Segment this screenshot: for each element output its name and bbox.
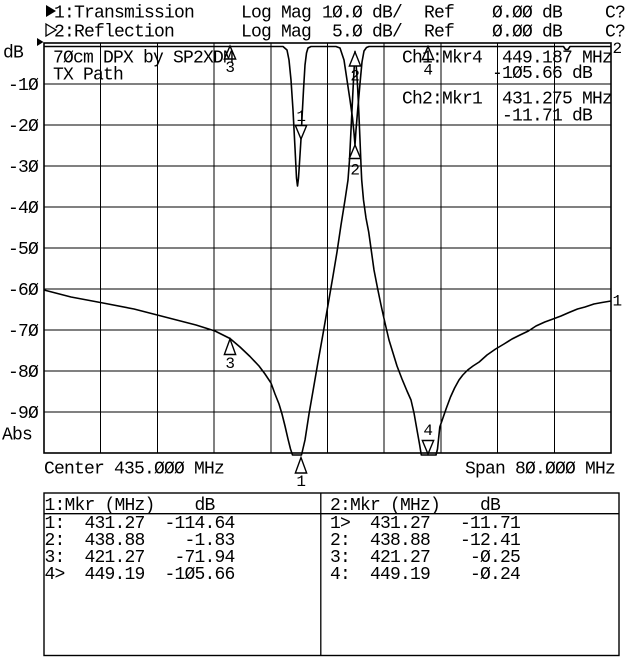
svg-text:Ø.ØØ dB: Ø.ØØ dB [492,22,563,42]
svg-text:-9Ø: -9Ø [8,404,39,424]
svg-text:-2Ø: -2Ø [8,117,39,137]
svg-text:3: 421.27 -Ø.25: 3: 421.27 -Ø.25 [330,548,520,568]
svg-text:5.Ø dB/: 5.Ø dB/ [332,22,402,42]
svg-text:-1Ø: -1Ø [8,76,39,96]
svg-text:2: 438.88 -1.83: 2: 438.88 -1.83 [45,531,235,551]
svg-text:2: 438.88 -12.41: 2: 438.88 -12.41 [330,531,520,551]
svg-text:Ø.ØØ dB: Ø.ØØ dB [492,3,563,23]
svg-text:Ref: Ref [424,3,454,23]
svg-text:3: 3 [225,355,234,373]
svg-text:-1Ø5.66 dB: -1Ø5.66 dB [492,64,593,84]
svg-text:Center 435.ØØØ MHz: Center 435.ØØØ MHz [44,459,224,479]
svg-text:Ch2:Mkr1 431.275 MHz: Ch2:Mkr1 431.275 MHz [402,89,612,109]
svg-text:Log Mag: Log Mag [241,22,311,42]
svg-text:dB: dB [3,43,24,63]
svg-text:Ref: Ref [424,22,454,42]
svg-text:-4Ø: -4Ø [8,199,39,219]
svg-text:1Ø.Ø dB/: 1Ø.Ø dB/ [322,3,402,23]
svg-text:-3Ø: -3Ø [8,158,39,178]
svg-text:1:Transmission: 1:Transmission [54,3,194,23]
svg-text:-8Ø: -8Ø [8,363,39,383]
svg-text:C?: C? [605,22,625,42]
svg-text:7Øcm DPX by SP2XDM: 7Øcm DPX by SP2XDM [53,48,233,68]
svg-text:-11.71 dB: -11.71 dB [502,106,593,126]
svg-text:3: 421.27 -71.94: 3: 421.27 -71.94 [45,548,235,568]
svg-text:-5Ø: -5Ø [8,240,39,260]
svg-text:2:Mkr (MHz) dB: 2:Mkr (MHz) dB [330,496,501,516]
svg-text:1: 431.27 -114.64: 1: 431.27 -114.64 [45,514,235,534]
svg-text:-7Ø: -7Ø [8,322,39,342]
svg-text:2:Reflection: 2:Reflection [54,22,174,42]
svg-text:Log Mag: Log Mag [241,3,311,23]
svg-text:4: 4 [423,62,432,80]
svg-text:1: 1 [296,108,305,126]
svg-text:1:Mkr (MHz) dB: 1:Mkr (MHz) dB [45,496,216,516]
svg-text:1> 431.27 -11.71: 1> 431.27 -11.71 [330,514,520,534]
svg-text:Abs: Abs [2,425,32,445]
svg-text:2: 2 [350,68,359,86]
svg-text:TX Path: TX Path [53,65,123,85]
svg-text:1: 1 [296,473,305,491]
svg-text:2: 2 [350,162,359,180]
svg-text:4: 4 [423,422,432,440]
svg-text:3: 3 [225,59,234,77]
svg-text:C?: C? [605,3,625,23]
svg-text:Ch1:Mkr4 449.187 MHz: Ch1:Mkr4 449.187 MHz [402,48,612,68]
svg-text:Span 8Ø.ØØØ MHz: Span 8Ø.ØØØ MHz [465,459,615,479]
svg-text:4> 449.19 -1Ø5.66: 4> 449.19 -1Ø5.66 [45,565,235,585]
svg-text:1: 1 [613,293,622,311]
svg-text:-6Ø: -6Ø [8,281,39,301]
svg-text:2: 2 [613,40,622,58]
svg-text:4: 449.19 -Ø.24: 4: 449.19 -Ø.24 [330,565,520,585]
